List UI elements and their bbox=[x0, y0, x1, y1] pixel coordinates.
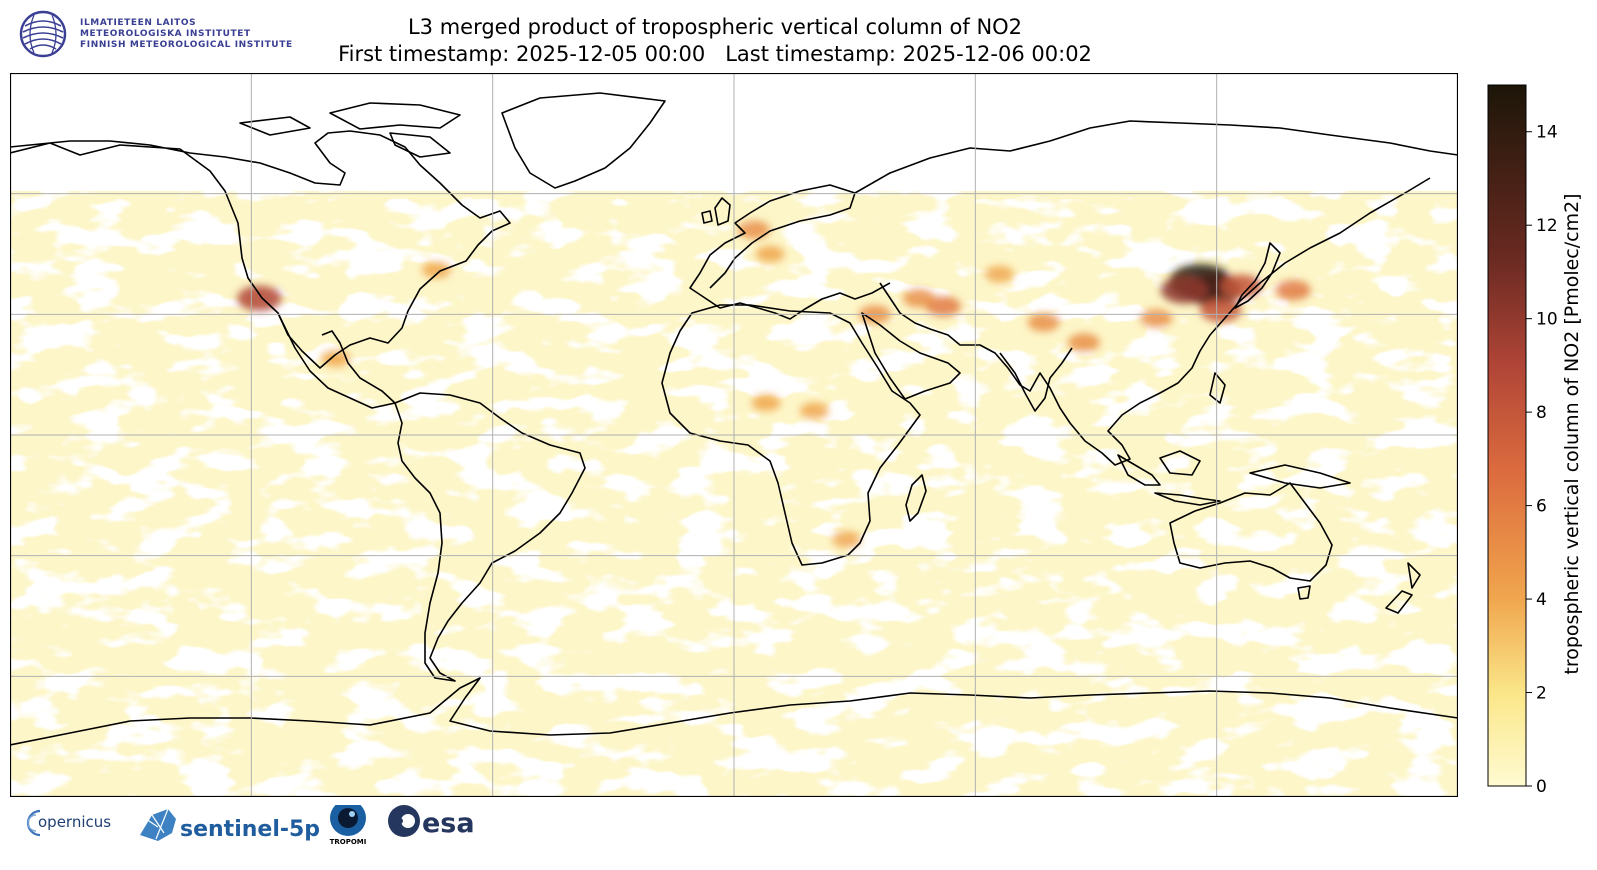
colorbar-tick-label: 4 bbox=[1536, 590, 1547, 610]
gridlines bbox=[10, 73, 1458, 797]
no2-hotspot bbox=[1160, 276, 1209, 304]
coastline-north-america bbox=[10, 130, 511, 369]
fmi-org-name: ILMATIETEEN LAITOS METEOROLOGISKA INSTIT… bbox=[80, 18, 293, 51]
no2-hotspot bbox=[1275, 280, 1311, 301]
fmi-org-line-fi: ILMATIETEEN LAITOS bbox=[80, 18, 197, 28]
sentinel-wordmark: sentinel-5p bbox=[180, 817, 320, 842]
fmi-org-line-en: FINNISH METEOROLOGICAL INSTITUTE bbox=[80, 40, 293, 50]
no2-hotspot bbox=[1067, 333, 1101, 352]
no2-hotspot bbox=[1140, 309, 1173, 328]
coastline-asia bbox=[854, 120, 1458, 466]
colorbar-tick-label: 6 bbox=[1536, 497, 1547, 517]
copernicus-wordmark: opernicus bbox=[38, 813, 111, 831]
partner-logos: opernicus sentinel-5p TROPOMI esa bbox=[26, 805, 475, 846]
sentinel-logo: sentinel-5p bbox=[140, 808, 320, 842]
coastline-south-america bbox=[394, 392, 586, 682]
coastline-madagascar bbox=[905, 474, 927, 522]
no2-hotspot bbox=[799, 402, 830, 420]
coastline-antarctica bbox=[10, 677, 1458, 746]
no2-hotspot bbox=[902, 289, 936, 308]
tropomi-wordmark: TROPOMI bbox=[330, 838, 367, 846]
colorbar-gradient bbox=[1487, 84, 1527, 787]
fmi-org-line-sv: METEOROLOGISKA INSTITUTET bbox=[80, 29, 251, 39]
map-title: L3 merged product of tropospheric vertic… bbox=[280, 14, 1150, 68]
no2-hotspots bbox=[237, 220, 1311, 548]
coastline-tasmania bbox=[1297, 585, 1311, 600]
no2-hotspot bbox=[1199, 298, 1242, 323]
colorbar-tick-label: 0 bbox=[1536, 777, 1547, 797]
no2-hotspot bbox=[738, 220, 771, 240]
no2-map bbox=[10, 73, 1458, 797]
colorbar-tick-label: 2 bbox=[1536, 684, 1547, 704]
colorbar-tick-label: 14 bbox=[1536, 123, 1558, 143]
esa-wordmark: esa bbox=[422, 808, 475, 839]
coastline-arctic-islands bbox=[239, 102, 461, 158]
no2-hotspot bbox=[1027, 313, 1060, 332]
coastline-australia bbox=[1169, 482, 1333, 582]
colorbar-label: tropospheric vertical column of NO2 [Pmo… bbox=[1561, 193, 1583, 675]
satellite-icon bbox=[140, 808, 176, 841]
coastline-new-zealand bbox=[1385, 562, 1421, 614]
coastline-greenland bbox=[501, 92, 666, 189]
colorbar: 0 2 4 6 8 10 12 14 bbox=[1487, 84, 1558, 797]
no2-hotspot bbox=[755, 245, 785, 263]
coastlines bbox=[10, 92, 1458, 746]
coastline-british-isles bbox=[701, 197, 731, 226]
no2-hotspot bbox=[984, 265, 1015, 283]
colorbar-tick-label: 10 bbox=[1536, 310, 1558, 330]
copernicus-logo: opernicus bbox=[26, 809, 111, 837]
first-timestamp: First timestamp: 2025-12-05 00:00 bbox=[338, 42, 706, 66]
fmi-logo: ILMATIETEEN LAITOS METEOROLOGISKA INSTIT… bbox=[16, 8, 306, 64]
coastline-africa bbox=[661, 304, 921, 566]
colorbar-tick-label: 8 bbox=[1536, 403, 1547, 423]
title-product: L3 merged product of tropospheric vertic… bbox=[407, 15, 1023, 39]
fmi-emblem-icon bbox=[19, 10, 67, 58]
no2-hotspot bbox=[925, 296, 961, 317]
no2-hotspot bbox=[832, 531, 862, 548]
last-timestamp: Last timestamp: 2025-12-06 00:02 bbox=[725, 42, 1092, 66]
title-timestamps: First timestamp: 2025-12-05 00:00 Last t… bbox=[280, 41, 1150, 68]
coastline-arabia bbox=[861, 312, 961, 400]
colorbar-tick-label: 12 bbox=[1536, 216, 1558, 236]
no2-hotspot bbox=[751, 394, 781, 412]
no2-hotspot bbox=[421, 261, 451, 279]
coastline-india bbox=[999, 347, 1073, 412]
tropomi-logo: TROPOMI bbox=[330, 805, 367, 846]
coastline-japan bbox=[1234, 242, 1281, 309]
no2-hotspot bbox=[1220, 274, 1262, 299]
colorbar-ticks: 0 2 4 6 8 10 12 14 bbox=[1526, 123, 1558, 797]
coastline-indonesia bbox=[1117, 372, 1351, 506]
esa-logo: esa bbox=[388, 805, 475, 839]
no2-hotspot bbox=[321, 350, 351, 367]
no2-hotspot bbox=[237, 285, 282, 311]
map-frame bbox=[10, 73, 1458, 797]
coastline-europe bbox=[689, 184, 891, 320]
